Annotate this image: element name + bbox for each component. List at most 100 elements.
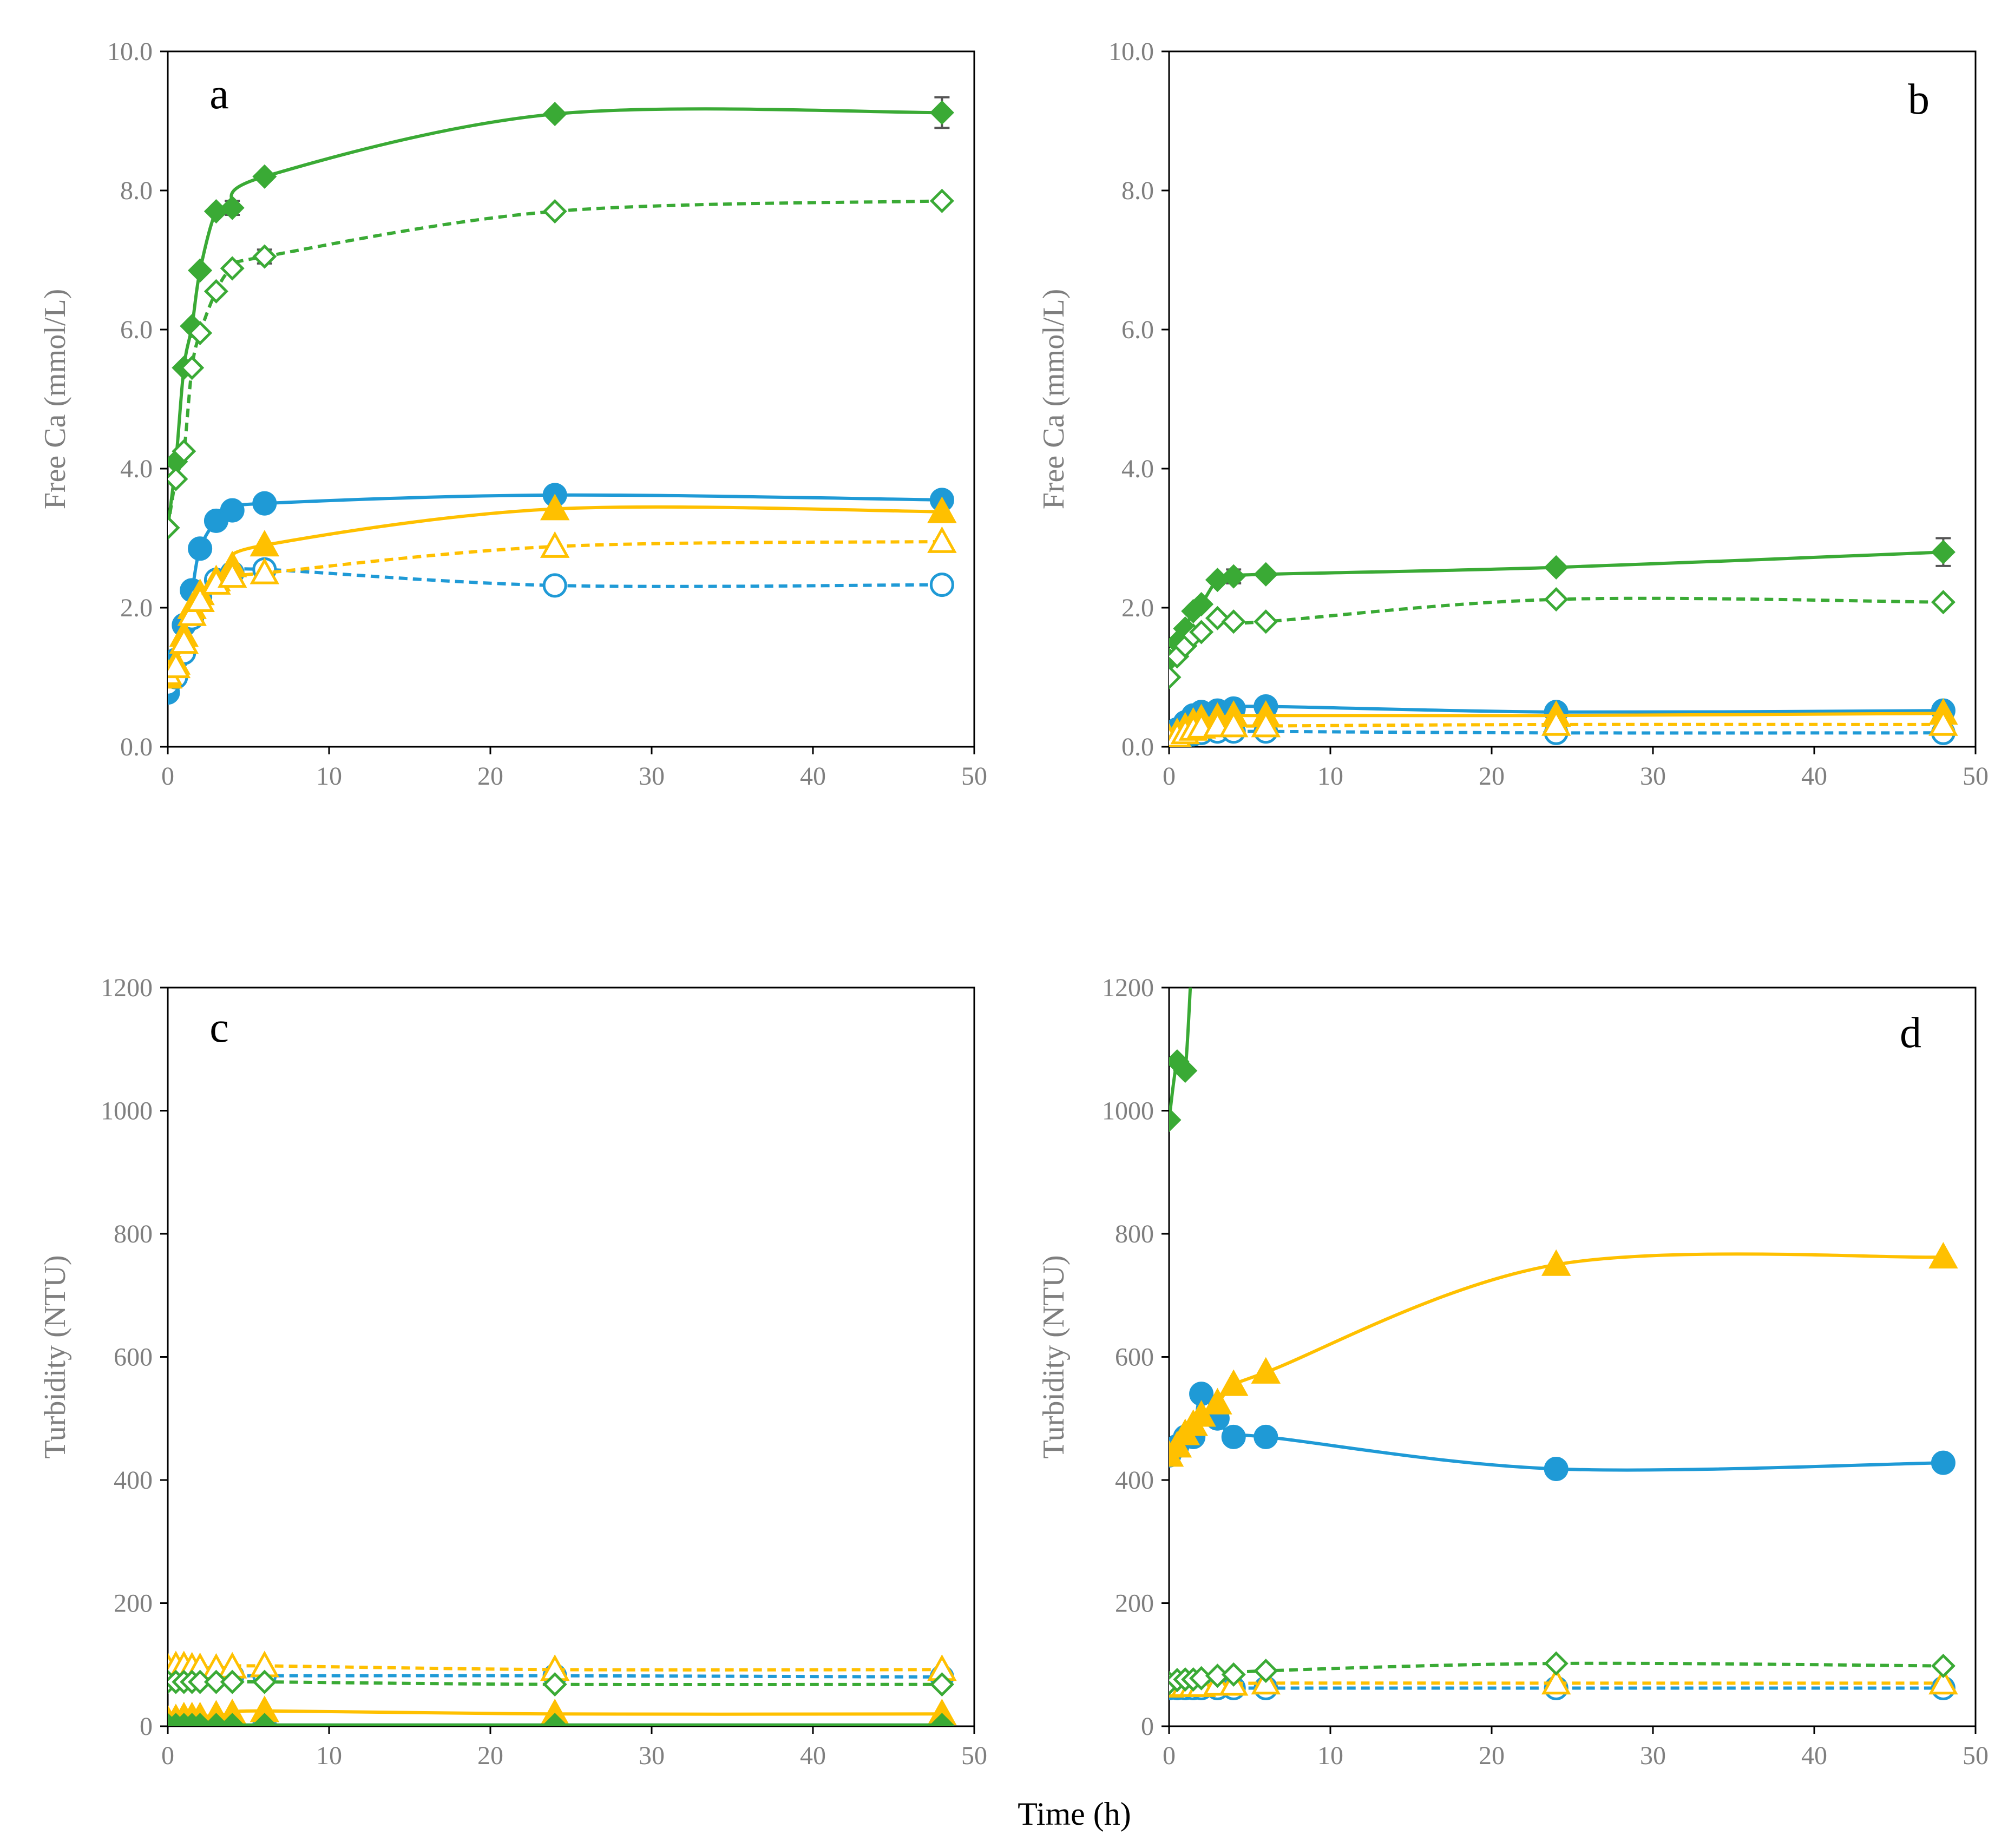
data-point — [1218, 1369, 1249, 1396]
x-tick-label: 50 — [961, 1741, 987, 1770]
y-axis-title: Turbidity (NTU) — [1037, 1255, 1071, 1459]
x-tick-label: 0 — [161, 1741, 174, 1770]
plot-frame — [167, 50, 975, 748]
series-yellow-filled — [1169, 1242, 1958, 1467]
y-tick-label: 4.0 — [120, 455, 153, 483]
x-tick-label: 20 — [1479, 762, 1505, 791]
series-group — [168, 1650, 957, 1726]
x-tick-label: 40 — [800, 1741, 826, 1770]
data-point — [1221, 1662, 1246, 1687]
data-point — [542, 573, 567, 598]
series-green-open — [1169, 587, 1955, 690]
series-group — [168, 96, 957, 705]
data-point — [180, 356, 205, 380]
y-tick-label: 4.0 — [1121, 455, 1154, 483]
x-tick-label: 30 — [639, 762, 665, 791]
series-yellow-open — [1169, 709, 1958, 747]
y-tick-label: 6.0 — [120, 315, 153, 344]
x-tick-label: 10 — [316, 1741, 342, 1770]
series-group — [1169, 537, 1958, 747]
data-point — [172, 439, 196, 464]
data-point — [204, 1713, 228, 1726]
data-point — [929, 100, 954, 125]
data-point — [220, 498, 245, 523]
data-point — [250, 557, 280, 584]
x-tick-label: 30 — [1640, 762, 1666, 791]
series-yellow-open — [168, 526, 957, 685]
y-axis-title: Free Ca (mmol/L) — [38, 289, 72, 509]
x-tick-label: 50 — [961, 762, 987, 791]
y-tick-label: 2.0 — [120, 594, 153, 622]
data-point — [929, 188, 954, 213]
data-point — [540, 531, 570, 558]
data-point — [1251, 711, 1281, 738]
data-point — [542, 199, 567, 224]
data-point — [1254, 1424, 1278, 1449]
series-green-filled — [168, 1713, 954, 1726]
panel-letter: b — [1908, 76, 1930, 123]
data-point — [1928, 709, 1958, 736]
panel-letter: d — [1900, 1009, 1921, 1057]
data-point — [220, 256, 245, 281]
series-green-filled — [1169, 988, 1198, 1133]
data-point — [929, 1672, 954, 1697]
y-tick-label: 800 — [114, 1220, 153, 1248]
data-point — [1544, 587, 1569, 612]
y-tick-label: 1000 — [1102, 1097, 1154, 1126]
data-point — [220, 1713, 245, 1726]
panel-letter: c — [209, 1004, 229, 1051]
data-point — [1931, 540, 1955, 564]
y-tick-label: 2.0 — [1121, 594, 1154, 622]
y-tick-label: 1200 — [101, 974, 153, 1002]
data-point — [1218, 711, 1249, 738]
data-point — [217, 561, 247, 588]
y-tick-label: 600 — [1115, 1343, 1154, 1372]
plot-frame — [1168, 50, 1977, 748]
data-point — [929, 573, 954, 597]
data-point — [1254, 1659, 1278, 1683]
data-point — [188, 536, 213, 561]
data-point — [188, 1713, 213, 1726]
data-point — [1173, 1058, 1198, 1083]
data-point — [252, 1669, 277, 1694]
y-tick-label: 0.0 — [120, 733, 153, 761]
x-tick-label: 30 — [639, 1741, 665, 1770]
x-tick-label: 20 — [477, 1741, 503, 1770]
x-tick-label: 10 — [1317, 1741, 1343, 1770]
data-point — [1205, 606, 1230, 630]
data-point — [1541, 1249, 1571, 1276]
data-point — [1203, 1387, 1232, 1415]
series-line — [168, 540, 942, 675]
panels: 0 10 20 30 40 50 0.0 2.0 4.0 6.0 8.0 10.0 Free Ca (m… — [38, 37, 1989, 1770]
y-tick-label: 10.0 — [1108, 37, 1154, 66]
data-point — [542, 1713, 567, 1726]
data-point — [1544, 1651, 1569, 1676]
data-point — [1221, 1424, 1246, 1449]
data-point — [220, 1669, 245, 1694]
data-point — [1928, 1668, 1958, 1695]
data-point — [1251, 1357, 1281, 1384]
series-green-filled — [168, 96, 954, 540]
data-point — [542, 1672, 567, 1697]
data-point — [1931, 1450, 1955, 1475]
y-tick-label: 800 — [1115, 1220, 1154, 1248]
series-green-open — [168, 1669, 954, 1697]
data-point — [1221, 564, 1246, 589]
panel-b: 0 10 20 30 40 50 0.0 2.0 4.0 6.0 8.0 10.0 Free Ca (m… — [1037, 37, 1989, 791]
series-group — [1169, 988, 1958, 1700]
y-axis-title: Free Ca (mmol/L) — [1037, 289, 1071, 509]
series-green-open — [168, 188, 954, 540]
panel-a: 0 10 20 30 40 50 0.0 2.0 4.0 6.0 8.0 10.0 Free Ca (m… — [38, 37, 987, 791]
y-tick-label: 0 — [1141, 1712, 1154, 1741]
y-tick-label: 0.0 — [1121, 733, 1154, 761]
x-tick-label: 50 — [1963, 1741, 1989, 1770]
data-point — [168, 515, 180, 540]
x-tick-label: 40 — [1801, 762, 1827, 791]
data-point — [252, 491, 277, 516]
series-line — [168, 567, 942, 686]
x-tick-label: 30 — [1640, 1741, 1666, 1770]
y-tick-label: 1200 — [1102, 974, 1154, 1002]
data-point — [1544, 555, 1569, 580]
data-point — [188, 258, 213, 283]
y-tick-label: 200 — [114, 1589, 153, 1618]
